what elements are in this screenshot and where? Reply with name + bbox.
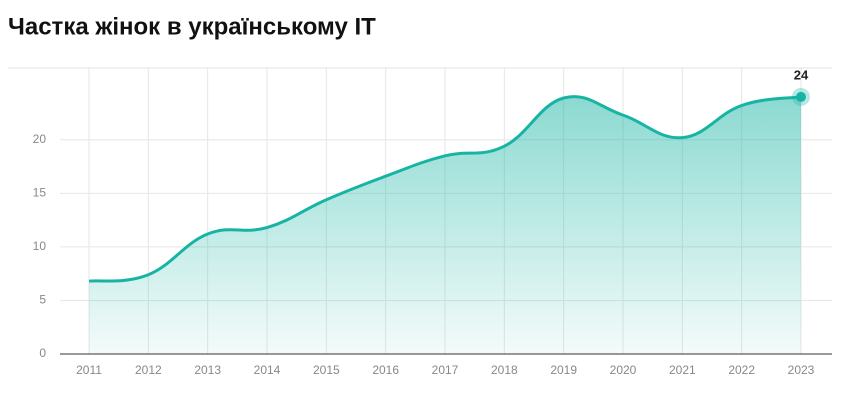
- line: [88, 95, 802, 283]
- x-tick-label: 2012: [135, 363, 162, 377]
- marker: [796, 91, 806, 102]
- x-tick-label: 2014: [254, 363, 281, 377]
- x-tick-label: 2017: [432, 363, 459, 377]
- x-tick-label: 2013: [194, 363, 221, 377]
- x-tick-label: 2016: [372, 363, 399, 377]
- y-tick-label: 5: [39, 293, 46, 307]
- y-tick-label: 20: [33, 132, 47, 146]
- area: [89, 96, 801, 354]
- y-tick-label: 0: [39, 346, 46, 360]
- x-tick-label: 2015: [313, 363, 340, 377]
- value-label: 24: [794, 67, 809, 82]
- x-tick-label: 2011: [76, 363, 102, 377]
- x-tick-label: 2023: [788, 363, 815, 377]
- y-tick-label: 10: [33, 239, 47, 253]
- chart-title: Частка жінок в українському IT: [8, 13, 376, 40]
- x-tick-label: 2021: [669, 363, 696, 377]
- x-tick-label: 2018: [491, 363, 518, 377]
- x-tick-label: 2022: [728, 363, 755, 377]
- x-tick-label: 2020: [610, 363, 637, 377]
- y-tick-label: 15: [33, 185, 47, 199]
- x-tick-label: 2019: [550, 363, 577, 377]
